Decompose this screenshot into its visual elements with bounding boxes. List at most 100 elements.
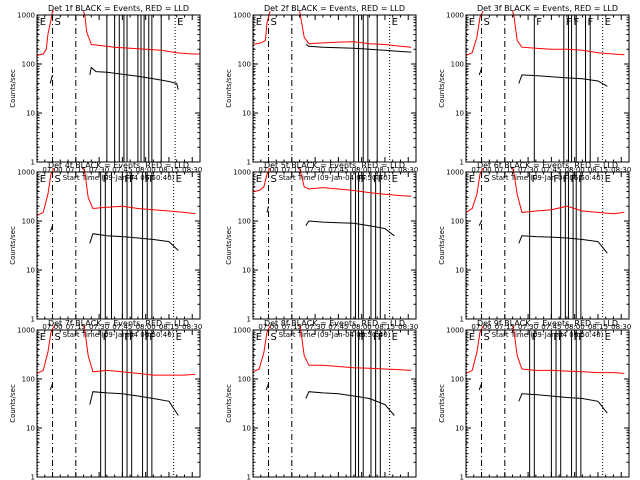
lld-series-line	[83, 10, 200, 55]
y-tick-label: 100	[22, 376, 35, 384]
plot-frame	[252, 14, 417, 163]
y-tick-label: 1	[31, 316, 35, 324]
x-tick-label: 08:30	[182, 323, 202, 331]
event-marker-label: E	[392, 332, 398, 343]
panel-det-4: Det 4f BLACK = Events, RED = LLD11010010…	[9, 161, 202, 339]
lld-series-line	[299, 167, 412, 197]
x-tick-label: 07:15	[66, 166, 86, 174]
y-tick-label: 100	[238, 61, 251, 69]
y-tick-label: 10	[242, 110, 251, 118]
y-axis-label: Counts/sec	[438, 384, 446, 423]
event-marker-label: F	[357, 174, 363, 185]
y-tick-label: 1	[460, 316, 464, 324]
lld-series-line	[83, 167, 196, 215]
events-series-line	[518, 235, 608, 254]
lld-series-line	[512, 10, 625, 56]
events-series-line	[265, 383, 269, 391]
event-marker-label: S	[55, 17, 61, 28]
y-tick-label: 1000	[233, 12, 251, 20]
x-tick-label: 08:30	[398, 323, 418, 331]
event-marker-label: S	[484, 332, 490, 343]
event-marker-label: S	[271, 332, 277, 343]
y-tick-label: 10	[26, 267, 35, 275]
panel-title: Det 2f BLACK = Events, RED = LLD	[264, 4, 405, 13]
event-marker-label: E	[40, 17, 46, 28]
panel-det-9: Det 9f BLACK = Events, RED = LLD11010010…	[438, 319, 630, 480]
event-marker-label: S	[271, 17, 277, 28]
event-marker-label: E	[469, 174, 475, 185]
x-axis-label: Start Time (09-Jan-04 06:50:40)	[492, 174, 604, 182]
x-tick-label: 08:00	[136, 323, 156, 331]
y-axis-label: Counts/sec	[438, 226, 446, 265]
x-tick-label: 08:15	[159, 166, 179, 174]
panel-title: Det 3f BLACK = Events, RED = LLD	[477, 4, 618, 13]
x-tick-label: 07:45	[541, 166, 561, 174]
panel-det-6: Det 6f BLACK = Events, RED = LLD11010010…	[438, 161, 631, 339]
x-tick-label: 08:00	[136, 166, 156, 174]
x-tick-label: 07:30	[518, 166, 538, 174]
event-marker-label: F	[357, 332, 363, 343]
y-tick-label: 10	[26, 110, 35, 118]
event-marker-label: E	[392, 174, 398, 185]
event-marker-label: E	[256, 17, 262, 28]
plot-frame	[465, 171, 630, 320]
lld-series-line	[252, 10, 271, 45]
event-marker-label: E	[176, 174, 182, 185]
event-marker-label: E	[177, 17, 183, 28]
x-tick-label: 08:30	[611, 166, 631, 174]
x-tick-label: 07:45	[112, 323, 132, 331]
x-tick-label: 07:15	[495, 166, 515, 174]
y-tick-label: 1000	[233, 327, 251, 335]
plot-frame	[252, 329, 417, 478]
event-marker-label: S	[484, 17, 490, 28]
y-axis-label: Counts/sec	[9, 226, 17, 265]
event-marker-label: E	[256, 174, 262, 185]
events-series-line	[89, 66, 179, 90]
lld-series-line	[36, 10, 55, 56]
event-marker-label: E	[605, 174, 611, 185]
y-tick-label: 100	[238, 376, 251, 384]
x-axis-label: Start Time (09-Jan-04 06:50:40)	[279, 331, 391, 339]
x-tick-label: 08:00	[565, 323, 585, 331]
event-marker-label: S	[55, 332, 61, 343]
y-tick-label: 10	[242, 425, 251, 433]
lld-series-line	[299, 11, 412, 48]
event-marker-label: S	[55, 174, 61, 185]
x-tick-label: 08:15	[159, 323, 179, 331]
panel-title: Det 5f BLACK = Events, RED = LLD	[264, 161, 405, 170]
event-marker-label: E	[256, 332, 262, 343]
y-tick-label: 1000	[17, 327, 35, 335]
event-marker-label: E	[469, 17, 475, 28]
events-series-line	[305, 220, 395, 237]
y-tick-label: 1	[31, 474, 35, 480]
x-tick-label: 07:45	[328, 166, 348, 174]
x-tick-label: 07:00	[42, 166, 62, 174]
x-tick-label: 07:15	[495, 323, 515, 331]
x-tick-label: 08:15	[375, 166, 395, 174]
x-axis-label: Start Time (09-Jan-04 06:50:40)	[63, 174, 175, 182]
x-tick-label: 08:15	[375, 323, 395, 331]
events-series-line	[478, 220, 482, 226]
y-tick-label: 10	[455, 425, 464, 433]
events-series-line	[478, 68, 482, 76]
y-tick-label: 100	[238, 218, 251, 226]
y-axis-label: Counts/sec	[225, 384, 233, 423]
y-tick-label: 1000	[446, 327, 464, 335]
y-axis-label: Counts/sec	[9, 69, 17, 108]
x-tick-label: 08:15	[588, 323, 608, 331]
y-tick-label: 100	[22, 61, 35, 69]
y-tick-label: 100	[451, 61, 464, 69]
y-tick-label: 1000	[233, 169, 251, 177]
y-axis-label: Counts/sec	[438, 69, 446, 108]
events-series-line	[89, 391, 179, 416]
x-tick-label: 07:15	[282, 323, 302, 331]
events-series-line	[266, 206, 269, 213]
event-marker-label: F	[553, 174, 559, 185]
x-axis-label: Start Time (09-Jan-04 06:50:40)	[63, 331, 175, 339]
x-tick-label: 08:30	[182, 166, 202, 174]
events-series-line	[49, 225, 53, 233]
y-tick-label: 1	[247, 316, 251, 324]
panel-det-5: Det 5f BLACK = Events, RED = LLD11010010…	[225, 161, 418, 339]
y-tick-label: 10	[26, 425, 35, 433]
